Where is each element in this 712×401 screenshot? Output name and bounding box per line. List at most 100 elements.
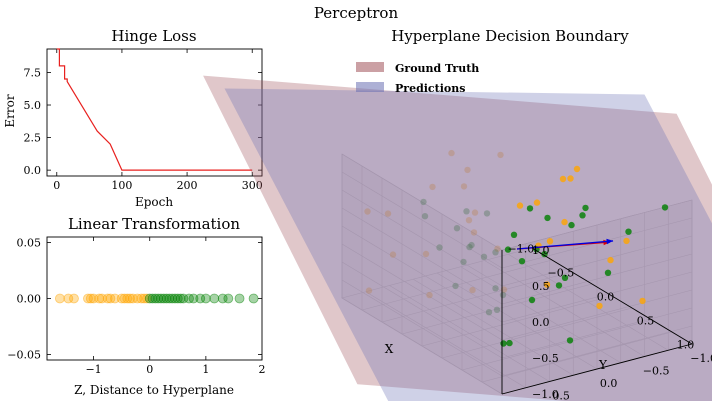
linear-transformation-point-orange — [83, 293, 93, 304]
linear-transformation-point-orange — [125, 293, 135, 304]
hyperplane-gridline — [341, 297, 503, 395]
hyperplane-point-orange — [389, 251, 397, 258]
hyperplane-point-green — [500, 340, 507, 347]
hyperplane-point-orange — [470, 229, 478, 236]
linear-transformation-point-orange — [110, 293, 120, 304]
hyperplane-ztick-label: −0.5 — [532, 352, 559, 365]
hyperplane-point-green — [463, 208, 470, 215]
hinge-loss-axes-frame — [46, 48, 263, 177]
hyperplane-point-green — [453, 225, 461, 232]
hyperplane-gridline — [413, 278, 574, 376]
hyperplane-point-orange — [460, 183, 468, 190]
hyperplane-point-orange — [429, 183, 436, 191]
hyperplane-point-orange — [384, 210, 392, 217]
linear-transformation-point-green — [209, 293, 220, 304]
hyperplane-point-green — [420, 198, 427, 206]
linear-transformation-xtick-label: 1 — [202, 363, 209, 376]
linear-transformation-point-green — [158, 293, 169, 304]
hyperplane-point-orange — [607, 256, 614, 264]
hyperplane-ztick-label: 0.0 — [532, 316, 550, 329]
hyperplane-point-green — [518, 258, 526, 265]
hyperplane-ztick-label: 0.5 — [532, 280, 550, 293]
legend-label-predictions: Predictions — [395, 82, 465, 95]
linear-transformation-point-green — [172, 293, 183, 304]
linear-transformation-point-green — [200, 293, 211, 304]
hyperplane-predicted-normal-arrow-head — [606, 238, 613, 245]
hyperplane-point-orange — [469, 286, 476, 294]
hyperplane-point-green — [480, 253, 488, 260]
hyperplane-point-green — [544, 214, 551, 222]
linear-transformation-point-green — [175, 293, 186, 304]
hyperplane-point-orange — [448, 149, 455, 157]
hinge-loss-chart: Hinge Loss Epoch Error 0 100 200 300 0.0 2.5 5… — [3, 27, 263, 209]
linear-transformation-ytick-label: 0.00 — [17, 293, 42, 306]
linear-transformation-point-green — [164, 293, 175, 304]
hyperplane-point-green — [582, 204, 589, 212]
linear-transformation-point-orange — [102, 293, 113, 304]
hyperplane-point-green — [579, 212, 586, 219]
linear-transformation-xtick-label: −1 — [85, 363, 101, 376]
hyperplane-gridline — [481, 331, 673, 383]
linear-transformation-point-green — [178, 293, 189, 304]
hyperplane-ytick-label: −1.0 — [690, 352, 712, 365]
hyperplane-point-green — [499, 291, 507, 299]
hyperplane-gridline — [501, 253, 693, 305]
hyperplane-legend: Ground Truth Predictions — [356, 62, 479, 95]
figure-suptitle: Perceptron — [314, 4, 399, 22]
hyperplane-point-orange — [639, 297, 646, 305]
linear-transformation-point-orange — [85, 293, 96, 304]
hyperplane-point-orange — [364, 208, 371, 215]
hyperplane-ytick-label: −0.5 — [643, 364, 670, 377]
hyperplane-ytick-label: 0.5 — [552, 389, 570, 401]
hyperplane-point-orange — [596, 302, 603, 310]
hyperplane-point-green — [485, 309, 493, 316]
linear-transformation-point-green — [150, 293, 161, 304]
linear-transformation-point-orange — [55, 293, 65, 304]
hyperplane-point-orange — [543, 281, 551, 288]
hyperplane-point-green — [541, 250, 548, 258]
linear-transformation-point-orange — [122, 293, 133, 304]
hyperplane-point-green — [566, 337, 574, 344]
linear-transformation-point-orange — [119, 293, 130, 304]
hyperplane-point-green — [421, 213, 429, 220]
linear-transformation-point-orange — [139, 293, 150, 304]
linear-transformation-ytick-label: 0.05 — [17, 237, 42, 250]
hyperplane-predicted-plane — [224, 88, 712, 401]
hyperplane-gridline — [501, 199, 693, 251]
linear-transformation-point-orange — [94, 293, 105, 304]
linear-transformation-point-green — [217, 293, 228, 304]
hyperplane-ztick-label: 1.0 — [532, 244, 550, 257]
hyperplane-gridline — [341, 225, 503, 323]
linear-transformation-point-orange — [69, 293, 79, 304]
hyperplane-point-green — [661, 204, 669, 211]
linear-transformation-xtick-label: 0 — [146, 363, 153, 376]
hyperplane-ztick-label: −1.0 — [532, 388, 559, 401]
hyperplane-point-green — [625, 228, 632, 235]
hyperplane-point-orange — [471, 209, 479, 216]
hyperplane-point-orange — [567, 175, 574, 182]
hyperplane-point-orange — [464, 166, 471, 174]
hyperplane-chart: −1.0−0.50.00.51.0−1.0−0.50.00.51.0−1.0−0… — [203, 27, 712, 401]
hyperplane-gridline — [341, 207, 503, 305]
hyperplane-point-orange — [422, 250, 430, 258]
linear-transformation-point-green — [170, 293, 180, 304]
hyperplane-xtick-label: −1.0 — [508, 242, 535, 255]
hyperplane-point-orange — [494, 245, 501, 252]
hyperplane-point-orange — [516, 202, 524, 209]
hinge-loss-xtick-label: 200 — [177, 179, 198, 192]
hyperplane-point-orange — [559, 175, 567, 183]
linear-transformation-point-green — [188, 293, 199, 304]
linear-transformation-ytick-label: −0.05 — [7, 348, 41, 361]
hyperplane-point-green — [526, 205, 534, 212]
hyperplane-ground-truth-plane — [203, 75, 712, 401]
hyperplane-gridline — [341, 171, 503, 269]
hyperplane-point-orange — [497, 151, 504, 159]
hyperplane-gridline — [389, 285, 550, 382]
hyperplane-xtick-label: 1.0 — [677, 338, 695, 351]
linear-transformation-title: Linear Transformation — [68, 215, 240, 233]
hyperplane-xtick-label: 0.5 — [637, 314, 655, 327]
hyperplane-point-orange — [546, 238, 554, 245]
hyperplane-gridline — [365, 291, 526, 389]
hyperplane-xlabel: X — [385, 342, 394, 356]
